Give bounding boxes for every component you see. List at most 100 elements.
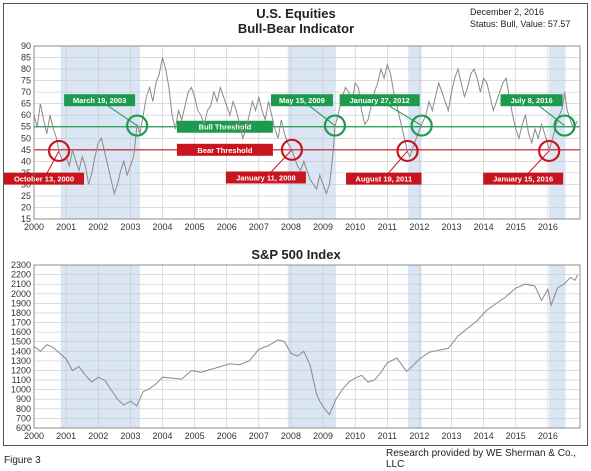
y-tick-label: 1100 [12,375,31,385]
x-tick-label: 2004 [152,222,172,232]
y-tick-label: 700 [16,413,31,423]
callout-label: March 19, 2003 [73,96,126,105]
y-tick-label: 65 [21,99,31,109]
y-tick-label: 45 [21,145,31,155]
x-tick-label: 2008 [281,222,301,232]
callout-label: January 27, 2012 [350,96,410,105]
y-tick-label: 2300 [11,260,31,270]
y-tick-label: 1600 [11,327,31,337]
y-tick-label: 70 [21,87,31,97]
x-tick-label: 2004 [152,431,172,441]
bear-signal-circle [280,138,304,161]
callout-label: July 8, 2016 [511,96,553,105]
y-tick-label: 1900 [11,298,31,308]
shaded-period [408,265,422,428]
x-tick-label: 2001 [56,431,76,441]
x-tick-label: 2006 [217,222,237,232]
callout-label: January 11, 2008 [236,173,296,182]
sp500-plot: 6007008009001000110012001300140015001600… [11,260,581,441]
y-tick-label: 75 [21,76,31,86]
y-tick-label: 1700 [11,318,31,328]
x-tick-label: 2007 [249,431,269,441]
callout-label: August 19, 2011 [355,175,412,184]
y-tick-label: 40 [21,156,31,166]
x-tick-label: 2014 [474,222,494,232]
x-tick-label: 2005 [185,431,205,441]
callout-label: May 15, 2009 [279,96,325,105]
y-tick-label: 900 [16,394,31,404]
x-tick-label: 2000 [24,431,44,441]
x-tick-label: 2002 [88,222,108,232]
x-tick-label: 2009 [313,431,333,441]
bull-signal-circle [553,114,576,137]
x-tick-label: 2013 [442,222,462,232]
status-text: Status: Bull, Value: 57.57 [470,19,570,29]
bull-bear-plot: 1520253035404550556065707580859020002001… [4,41,581,232]
plot-border [33,45,581,220]
callout-label-box [4,172,84,185]
bull-signal-circle [323,114,347,137]
y-tick-label: 800 [16,404,31,414]
bear-signal-circle [538,139,561,163]
y-tick-label: 25 [21,191,31,201]
callout-label-box [64,94,136,107]
x-tick-label: 2008 [281,431,301,441]
y-tick-label: 2100 [11,279,31,289]
x-tick-label: 2012 [409,431,429,441]
chart-subtitle: Bull-Bear Indicator [238,21,354,36]
x-tick-label: 2011 [378,431,397,441]
shaded-period [287,265,336,428]
x-tick-label: 2000 [24,222,44,232]
x-tick-label: 2009 [313,222,333,232]
x-tick-label: 2005 [185,222,205,232]
y-tick-label: 600 [16,423,31,433]
bull-signal-circle [410,114,433,137]
x-tick-label: 2015 [506,222,526,232]
x-tick-label: 2016 [538,222,558,232]
bear-threshold-label: Bear Threshold [197,146,252,155]
x-tick-label: 2001 [56,222,76,232]
y-tick-label: 1500 [11,337,31,347]
series-line [33,274,578,416]
callout-label-box [270,94,333,107]
shaded-period [549,265,566,428]
y-tick-label: 2000 [11,289,31,299]
callout-label: January 15, 2016 [493,175,553,184]
bear-threshold-label-box [176,143,273,156]
bear-signal-circle [47,139,71,163]
sp500-title: S&P 500 Index [251,247,341,262]
bull-signal-circle [125,114,149,137]
x-tick-label: 2003 [120,431,140,441]
callout-label-box [500,94,563,107]
x-tick-label: 2010 [345,431,365,441]
figure-label: Figure 3 [4,455,41,466]
y-tick-label: 90 [21,41,31,51]
x-tick-label: 2002 [88,431,108,441]
y-tick-label: 80 [21,64,31,74]
bear-signal-circle [396,139,419,163]
y-tick-label: 1000 [11,385,31,395]
chart-title: U.S. Equities [256,6,335,21]
y-tick-label: 1300 [11,356,31,366]
series-line [33,57,578,196]
callout-label: October 13, 2000 [14,175,74,184]
x-tick-label: 2016 [538,431,558,441]
bull-threshold-label: Bull Threshold [199,123,252,132]
callout-label-box [346,172,422,185]
x-tick-label: 2007 [249,222,269,232]
shaded-period [60,265,140,428]
y-tick-label: 1800 [11,308,31,318]
x-tick-label: 2013 [442,431,462,441]
x-tick-label: 2011 [378,222,397,232]
y-tick-label: 60 [21,110,31,120]
bull-threshold-label-box [176,120,273,133]
callout-label-box [225,171,306,184]
y-tick-label: 1400 [11,346,31,356]
y-tick-label: 20 [21,202,31,212]
plot-border [33,264,581,429]
y-tick-label: 1200 [11,365,31,375]
shaded-period [60,46,140,219]
y-tick-label: 15 [21,214,31,224]
y-tick-label: 55 [21,122,31,132]
